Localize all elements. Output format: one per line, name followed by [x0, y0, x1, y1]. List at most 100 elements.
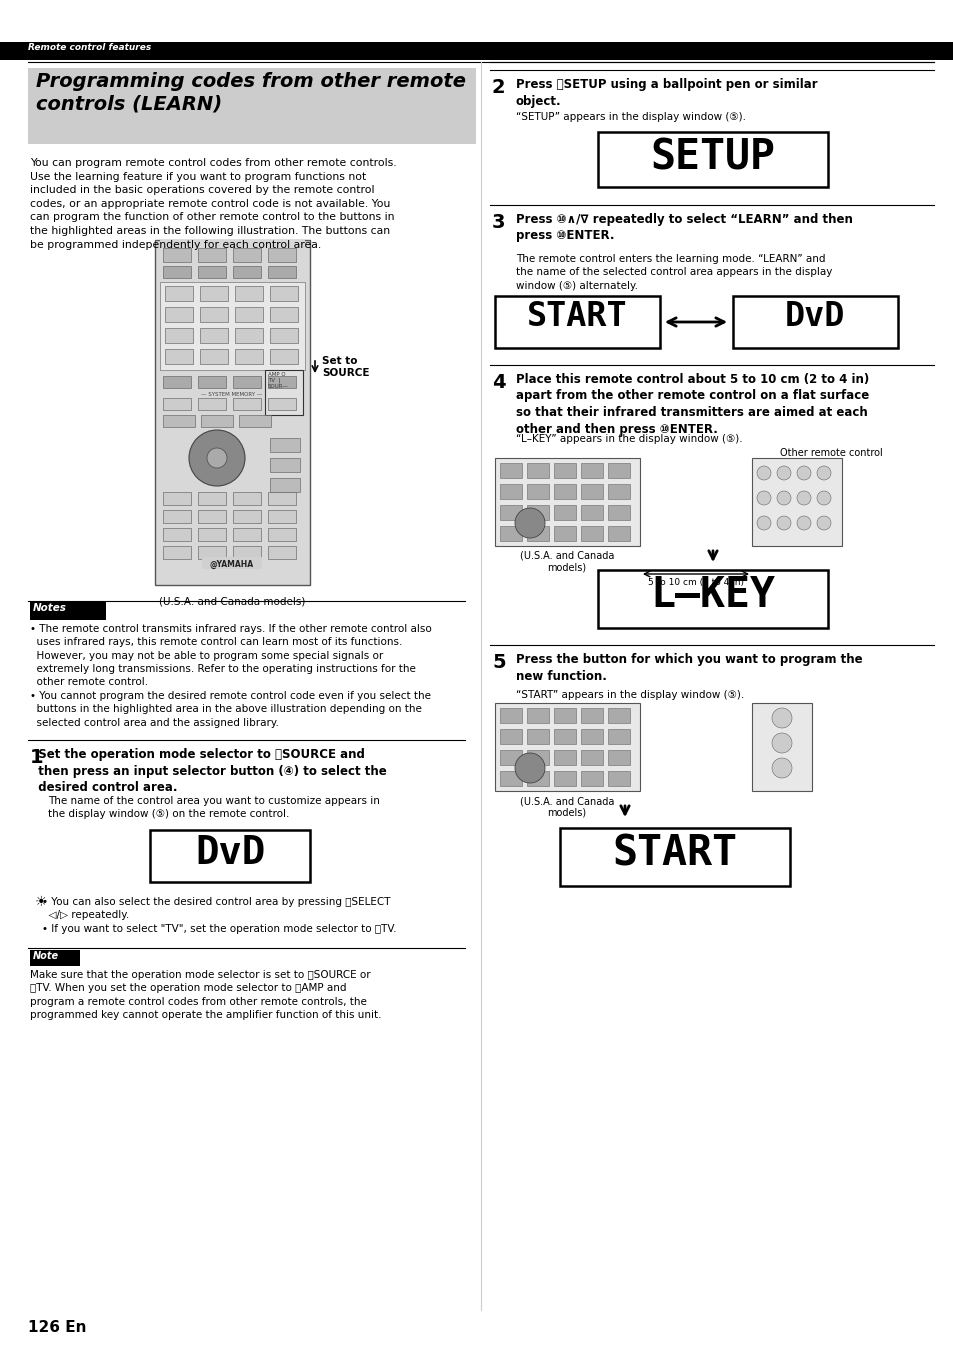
- Text: 126 En: 126 En: [28, 1320, 87, 1335]
- Circle shape: [776, 466, 790, 480]
- Bar: [270, 286, 297, 301]
- Bar: [554, 771, 576, 786]
- Circle shape: [757, 490, 770, 505]
- Bar: [198, 509, 226, 523]
- Bar: [499, 484, 521, 499]
- Bar: [270, 349, 297, 363]
- Bar: [598, 570, 827, 628]
- Bar: [268, 509, 295, 523]
- Bar: [163, 266, 191, 278]
- Circle shape: [776, 490, 790, 505]
- Bar: [495, 703, 639, 790]
- Bar: [233, 399, 261, 409]
- Bar: [163, 376, 191, 388]
- Bar: [163, 546, 191, 559]
- Bar: [554, 708, 576, 723]
- Bar: [201, 415, 233, 427]
- Bar: [554, 730, 576, 744]
- Bar: [526, 484, 548, 499]
- Text: • You can also select the desired control area by pressing ⓈSELECT
  ◁/▷ repeate: • You can also select the desired contro…: [42, 897, 396, 934]
- Text: 4: 4: [492, 373, 505, 392]
- Bar: [200, 307, 228, 322]
- Bar: [234, 286, 263, 301]
- Bar: [598, 132, 827, 186]
- Bar: [233, 546, 261, 559]
- Circle shape: [816, 490, 830, 505]
- Bar: [268, 492, 295, 505]
- Bar: [495, 458, 639, 546]
- Circle shape: [796, 466, 810, 480]
- Bar: [495, 296, 659, 349]
- Circle shape: [771, 758, 791, 778]
- Bar: [270, 328, 297, 343]
- Text: Make sure that the operation mode selector is set to ⓈSOURCE or
ⓈTV. When you se: Make sure that the operation mode select…: [30, 970, 381, 1020]
- Bar: [268, 376, 295, 388]
- Text: Press the button for which you want to program the
new function.: Press the button for which you want to p…: [516, 653, 862, 682]
- Bar: [198, 492, 226, 505]
- Bar: [163, 415, 194, 427]
- Bar: [580, 708, 602, 723]
- Bar: [198, 399, 226, 409]
- Bar: [163, 492, 191, 505]
- Text: Press ⓈSETUP using a ballpoint pen or similar
object.: Press ⓈSETUP using a ballpoint pen or si…: [516, 78, 817, 108]
- Bar: [499, 463, 521, 478]
- Bar: [198, 376, 226, 388]
- Bar: [607, 708, 629, 723]
- Circle shape: [515, 508, 544, 538]
- Bar: [270, 478, 299, 492]
- Circle shape: [771, 734, 791, 753]
- Bar: [499, 526, 521, 540]
- Text: AMP O
TV  |
SOUR—: AMP O TV | SOUR—: [268, 372, 289, 389]
- Text: Place this remote control about 5 to 10 cm (2 to 4 in)
apart from the other remo: Place this remote control about 5 to 10 …: [516, 373, 868, 435]
- Text: — SYSTEM MEMORY —: — SYSTEM MEMORY —: [201, 392, 262, 397]
- Bar: [607, 484, 629, 499]
- Text: (U.S.A. and Canada models): (U.S.A. and Canada models): [158, 597, 305, 607]
- Bar: [234, 349, 263, 363]
- Bar: [270, 307, 297, 322]
- Bar: [607, 505, 629, 520]
- Bar: [554, 526, 576, 540]
- Bar: [580, 463, 602, 478]
- Bar: [526, 463, 548, 478]
- Bar: [268, 399, 295, 409]
- Bar: [607, 730, 629, 744]
- Bar: [233, 376, 261, 388]
- Bar: [580, 505, 602, 520]
- Text: DvD: DvD: [194, 834, 265, 871]
- Bar: [0, 0, 953, 42]
- Bar: [163, 509, 191, 523]
- Circle shape: [757, 466, 770, 480]
- Bar: [580, 526, 602, 540]
- Bar: [233, 509, 261, 523]
- Text: Remote control features: Remote control features: [28, 43, 152, 51]
- Bar: [233, 492, 261, 505]
- Bar: [198, 528, 226, 540]
- Bar: [165, 307, 193, 322]
- Bar: [234, 328, 263, 343]
- Bar: [198, 266, 226, 278]
- Text: • The remote control transmits infrared rays. If the other remote control also
 : • The remote control transmits infrared …: [30, 624, 432, 728]
- Text: Other remote control: Other remote control: [780, 449, 882, 458]
- Bar: [234, 307, 263, 322]
- Text: 2: 2: [492, 78, 505, 97]
- Bar: [30, 950, 80, 966]
- Bar: [198, 546, 226, 559]
- Bar: [268, 249, 295, 262]
- Bar: [732, 296, 897, 349]
- Text: Programming codes from other remote
controls (LEARN): Programming codes from other remote cont…: [36, 72, 465, 113]
- Text: 5 to 10 cm (2 to 4 in): 5 to 10 cm (2 to 4 in): [647, 578, 743, 586]
- Bar: [202, 557, 262, 569]
- Circle shape: [816, 516, 830, 530]
- Text: “SETUP” appears in the display window (⑤).: “SETUP” appears in the display window (⑤…: [516, 112, 745, 122]
- Text: Note: Note: [33, 951, 59, 961]
- Bar: [233, 249, 261, 262]
- Bar: [200, 286, 228, 301]
- Text: (U.S.A. and Canada
models): (U.S.A. and Canada models): [519, 551, 614, 573]
- Circle shape: [757, 516, 770, 530]
- Text: DvD: DvD: [784, 300, 844, 332]
- Bar: [165, 349, 193, 363]
- Bar: [0, 42, 953, 59]
- Bar: [607, 526, 629, 540]
- Bar: [607, 771, 629, 786]
- Bar: [165, 286, 193, 301]
